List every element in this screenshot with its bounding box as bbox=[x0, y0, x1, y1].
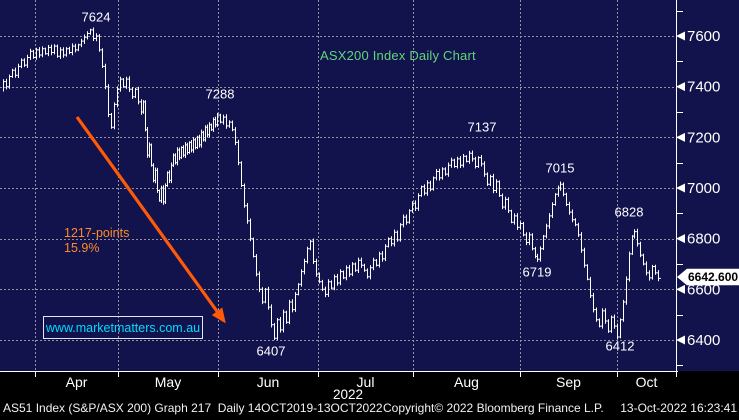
month-label-apr: Apr bbox=[65, 374, 88, 390]
month-label-sep: Sep bbox=[556, 374, 581, 390]
month-label-aug: Aug bbox=[454, 374, 479, 390]
y-axis-tick-arrow bbox=[676, 234, 685, 244]
price-series bbox=[3, 27, 661, 340]
y-axis-label: 7400 bbox=[687, 79, 720, 96]
last-price-badge: 6642.600 bbox=[677, 268, 739, 286]
x-axis-year-label: 2022 bbox=[332, 387, 364, 402]
price-annotation-6828: 6828 bbox=[614, 204, 644, 220]
y-axis-label: 6600 bbox=[687, 281, 720, 298]
month-label-oct: Oct bbox=[635, 374, 658, 390]
drawdown-annotation: 1217-points 15.9% bbox=[64, 226, 129, 256]
price-annotation-7624: 7624 bbox=[81, 9, 111, 25]
y-axis-tick-arrow bbox=[676, 132, 685, 142]
price-annotation-7015: 7015 bbox=[545, 160, 575, 176]
month-label-jun: Jun bbox=[256, 374, 280, 390]
axis-footer-strip bbox=[0, 371, 739, 420]
axes bbox=[0, 0, 683, 377]
month-label-may: May bbox=[154, 374, 182, 390]
y-axis-tick-arrow bbox=[676, 31, 685, 41]
price-annotation-6412: 6412 bbox=[605, 338, 635, 354]
status-timestamp: 13-Oct-2022 16:23:41 bbox=[620, 401, 737, 415]
price-annotation-7288: 7288 bbox=[205, 86, 235, 102]
drawdown-arrow bbox=[75, 116, 226, 324]
y-axis-label: 7000 bbox=[687, 180, 720, 197]
y-axis-label: 6800 bbox=[687, 231, 720, 248]
status-security-info: AS51 Index (S&P/ASX 200) Graph 217 Daily… bbox=[3, 401, 383, 415]
marketmatters-link[interactable]: www.marketmatters.com.au bbox=[43, 316, 203, 339]
drawdown-points-label: 1217-points bbox=[64, 226, 130, 240]
y-axis-label: 7200 bbox=[687, 129, 720, 146]
chart-title: ASX200 Index Daily Chart bbox=[320, 48, 476, 63]
status-bar: AS51 Index (S&P/ASX 200) Graph 217 Daily… bbox=[0, 401, 739, 417]
price-annotation-7137: 7137 bbox=[467, 119, 497, 135]
gridlines bbox=[0, 0, 676, 371]
y-axis-tick-arrow bbox=[676, 335, 685, 345]
price-annotation-6407: 6407 bbox=[256, 343, 286, 359]
status-copyright: Copyright© 2022 Bloomberg Finance L.P. bbox=[383, 401, 604, 415]
drawdown-percent-label: 15.9% bbox=[64, 241, 100, 255]
y-axis-tick-arrow bbox=[676, 82, 685, 92]
y-axis-tick-arrow bbox=[676, 183, 685, 193]
y-axis-label: 7600 bbox=[687, 28, 720, 45]
month-label-jul: Jul bbox=[356, 374, 375, 390]
y-axis-label: 6400 bbox=[687, 332, 720, 349]
price-annotation-6719: 6719 bbox=[522, 264, 552, 280]
y-axis-tick-arrow bbox=[676, 284, 685, 294]
